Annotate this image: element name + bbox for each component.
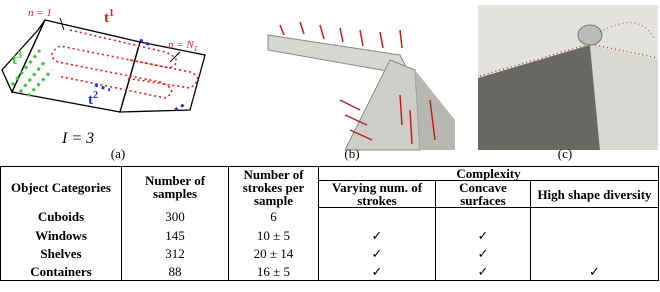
table-cell: ✓ bbox=[319, 226, 436, 244]
table-cell: ✓ bbox=[319, 244, 436, 262]
table-cell: 88 bbox=[122, 262, 229, 281]
panel-caption: (b) bbox=[344, 146, 359, 161]
count-label: I = 3 bbox=[61, 130, 94, 147]
data-table: Object Categories Number of samples Numb… bbox=[0, 166, 659, 281]
table-cell: 300 bbox=[122, 208, 229, 227]
table-cell bbox=[319, 208, 436, 227]
stroke-label: t3 bbox=[12, 50, 22, 68]
table-cell: 20 ± 14 bbox=[229, 244, 319, 262]
table-cell: ✓ bbox=[436, 244, 531, 262]
stroke-label: t1 bbox=[104, 8, 114, 26]
header-cell: Complexity bbox=[319, 167, 659, 181]
table-cell: Shelves bbox=[1, 244, 122, 262]
diagram-a: n = 1 t1 n = N1 t2 t3 I = 3 bbox=[2, 7, 205, 147]
page: n = 1 t1 n = N1 t2 t3 I = 3 (a) (b) (c) … bbox=[0, 0, 660, 292]
table-cell: ✓ bbox=[319, 262, 436, 281]
table-cell: Containers bbox=[1, 262, 122, 281]
start-label: n = 1 bbox=[28, 7, 52, 19]
header-cell: Varying num. of strokes bbox=[319, 181, 436, 208]
header-cell: Object Categories bbox=[1, 167, 122, 208]
stroke-label: t2 bbox=[88, 90, 98, 108]
end-label: n = N1 bbox=[168, 39, 198, 53]
header-cell: High shape diversity bbox=[531, 181, 659, 208]
panel-caption: (a) bbox=[111, 146, 125, 161]
table-cell: Windows bbox=[1, 226, 122, 244]
panel-caption: (c) bbox=[558, 146, 572, 161]
table-cell bbox=[531, 244, 659, 262]
table-cell: 6 bbox=[229, 208, 319, 227]
header-cell: Number of strokes per sample bbox=[229, 167, 319, 208]
table-cell: 16 ± 5 bbox=[229, 262, 319, 281]
figure: n = 1 t1 n = N1 t2 t3 I = 3 (a) (b) (c) bbox=[0, 0, 660, 166]
render-b bbox=[265, 0, 455, 150]
header-cell: Concave surfaces bbox=[436, 181, 531, 208]
table-cell: Cuboids bbox=[1, 208, 122, 227]
table-cell: 312 bbox=[122, 244, 229, 262]
table-cell: ✓ bbox=[436, 226, 531, 244]
table-cell: ✓ bbox=[531, 262, 659, 281]
table-cell: ✓ bbox=[436, 262, 531, 281]
header-cell: Number of samples bbox=[122, 167, 229, 208]
table-cell: 10 ± 5 bbox=[229, 226, 319, 244]
table-cell bbox=[436, 208, 531, 227]
render-c bbox=[478, 5, 658, 150]
table-cell bbox=[531, 208, 659, 227]
table-cell bbox=[531, 226, 659, 244]
table-cell: 145 bbox=[122, 226, 229, 244]
